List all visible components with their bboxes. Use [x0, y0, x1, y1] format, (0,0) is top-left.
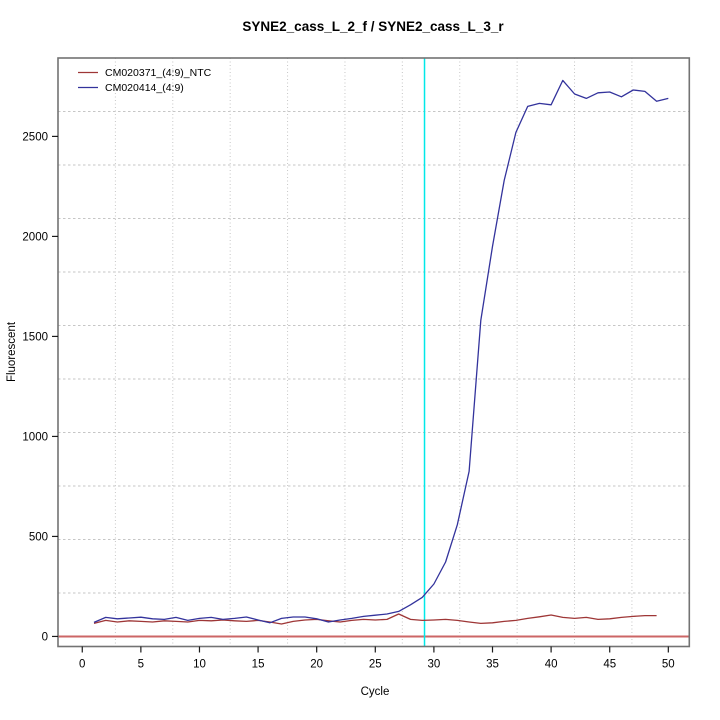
series-line: [93, 79, 669, 624]
legend-label: CM020414_(4:9): [105, 82, 184, 94]
x-tick-label: 35: [486, 659, 499, 671]
x-tick-label: 30: [427, 659, 440, 671]
x-tick-label: 50: [662, 659, 675, 671]
legend-label: CM020371_(4:9)_NTC: [105, 67, 212, 79]
plot-box: [57, 57, 691, 648]
y-tick-label: 0: [42, 631, 48, 643]
grid-layer: [58, 58, 690, 647]
y-axis-title: Fluorescent: [6, 321, 18, 382]
series-layer: [93, 79, 669, 625]
x-tick-label: 40: [545, 659, 558, 671]
marker-layer: [58, 58, 690, 647]
x-tick-label: 25: [369, 659, 382, 671]
y-tick-label: 1000: [22, 431, 48, 443]
x-tick-label: 45: [603, 659, 616, 671]
plot-title: SYNE2_cass_L_2_f / SYNE2_cass_L_3_r: [242, 19, 504, 34]
x-tick-label: 10: [193, 659, 206, 671]
x-tick-label: 0: [79, 659, 85, 671]
x-tick-label: 20: [310, 659, 323, 671]
x-tick-label: 5: [138, 659, 144, 671]
x-tick-label: 15: [252, 659, 265, 671]
legend: CM020371_(4:9)_NTC CM020414_(4:9): [78, 67, 212, 94]
series-line: [93, 613, 657, 625]
y-tick-label: 1500: [22, 331, 48, 343]
y-tick-label: 500: [29, 531, 48, 543]
x-axis-title: Cycle: [361, 686, 390, 698]
y-tick-label: 2500: [22, 131, 48, 143]
y-tick-label: 2000: [22, 231, 48, 243]
